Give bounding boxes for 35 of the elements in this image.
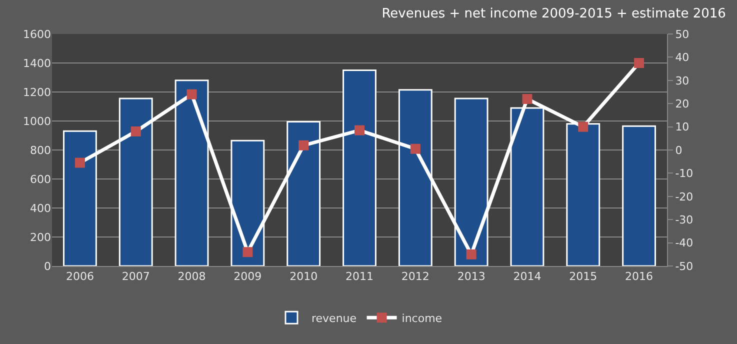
y-tick-label: 1400: [23, 56, 51, 70]
legend-label: income: [402, 312, 442, 325]
bar: [622, 125, 656, 266]
y-tick-label: 400: [30, 202, 51, 215]
y2-tick-label: 20: [675, 97, 690, 110]
y2-tick-label: 10: [675, 120, 690, 134]
x-tick-label: 2008: [178, 270, 206, 284]
x-tick-label: 2006: [66, 270, 94, 284]
y-tick-label: 600: [30, 172, 51, 186]
x-tick-label: 2012: [401, 270, 430, 284]
y-tick-label: 1600: [23, 28, 51, 41]
y2-tick-label: -40: [675, 236, 694, 250]
x-tick-label: 2014: [513, 270, 542, 284]
x-tick-label: 2007: [122, 270, 150, 284]
y2-tick-label: -10: [675, 167, 694, 180]
y2-tick-label: 40: [675, 51, 690, 64]
x-tick-label: 2015: [569, 270, 598, 284]
chart-title: Revenues + net income 2009-2015 + estimate 2016: [382, 6, 726, 22]
y2-tick-label: 30: [675, 74, 690, 88]
y-tick-label: 800: [30, 144, 51, 157]
y2-tick-label: -50: [675, 260, 694, 273]
y-tick-label: 0: [44, 260, 51, 273]
y2-tick-label: -30: [675, 213, 694, 226]
x-tick-label: 2016: [625, 270, 654, 284]
y2-tick-label: 50: [675, 28, 690, 41]
x-tick-label: 2011: [346, 270, 374, 284]
y-tick-label: 1000: [23, 114, 51, 128]
y-tick-label: 200: [30, 230, 51, 244]
x-tick-label: 2013: [457, 270, 486, 284]
y2-tick-label: 0: [675, 144, 682, 157]
x-tick-label: 2009: [234, 270, 262, 284]
legend-label: revenue: [312, 312, 357, 325]
x-tick-label: 2010: [290, 270, 318, 284]
y-tick-label: 1200: [23, 86, 51, 99]
y2-tick-label: -20: [675, 190, 694, 204]
